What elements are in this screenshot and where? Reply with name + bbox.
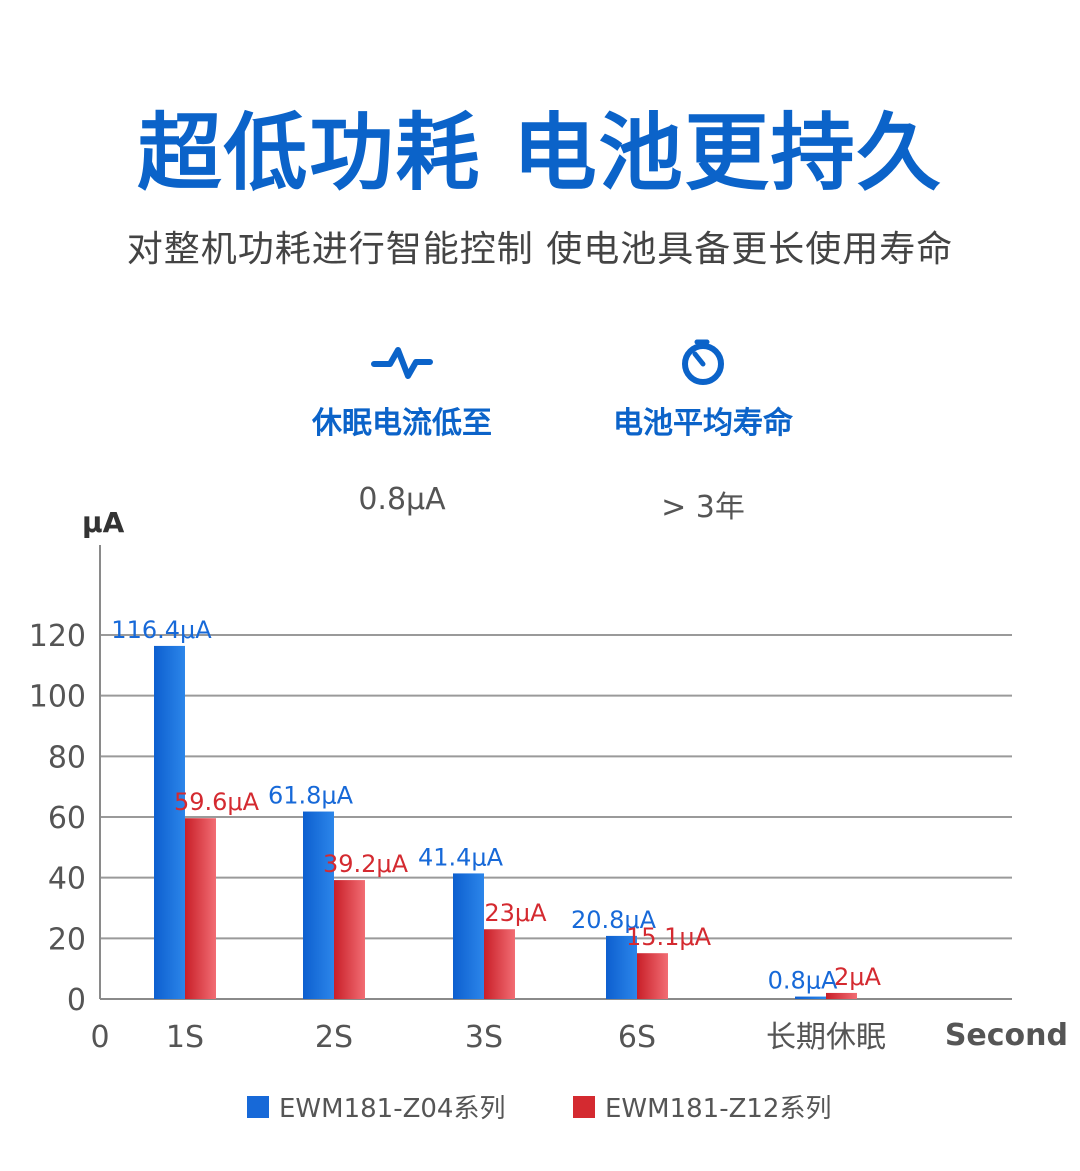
legend-item-series-1: EWM181-Z04系列 (247, 1088, 505, 1125)
y-tick-label: 20 (48, 922, 86, 957)
bar-z04-3 (606, 935, 637, 999)
bar-z04-2 (453, 873, 484, 999)
data-label: 59.6μA (174, 788, 260, 816)
feature-value: > 3年 (661, 490, 745, 525)
x-tick-label: 6S (618, 1020, 656, 1055)
data-label: 116.4μA (111, 616, 212, 644)
x-tick-label: 长期休眠 (766, 1020, 886, 1055)
x-axis-label: Second (945, 1018, 1068, 1053)
data-label: 23μA (484, 899, 547, 927)
y-tick-label: 100 (29, 680, 86, 715)
data-label: 0.8μA (768, 967, 838, 995)
data-label: 2μA (834, 963, 882, 991)
bar-z04-0 (154, 645, 185, 999)
data-label: 61.8μA (268, 782, 354, 810)
data-label: 39.2μA (323, 850, 409, 878)
bar-z12-4 (826, 992, 857, 999)
y-tick-label: 60 (48, 801, 86, 836)
bar-z12-0 (185, 818, 216, 999)
data-label: 41.4μA (418, 843, 504, 871)
bar-z12-2 (484, 929, 515, 999)
bar-chart: μA Second 0 0 20 40 60 80 100 120 116.4μA 59.6μ… (29, 506, 1068, 1055)
legend-swatch-blue (247, 1095, 269, 1118)
page-title: 超低功耗 电池更持久 (137, 104, 943, 202)
y-axis-label: μA (82, 506, 125, 539)
grid-lines (100, 634, 1012, 1000)
x-tick-label: 3S (465, 1020, 503, 1055)
feature-value: 0.8μA (358, 482, 446, 517)
bar-z12-1 (334, 880, 365, 999)
stopwatch-icon (553, 336, 853, 388)
pulse-wave-icon (252, 336, 552, 388)
x-origin-label: 0 (90, 1020, 109, 1055)
bar-z12-3 (637, 953, 668, 999)
y-tick-label: 0 (67, 983, 86, 1018)
legend-item-series-2: EWM181-Z12系列 (573, 1088, 831, 1125)
feature-label: 休眠电流低至 (312, 406, 492, 441)
data-label: 20.8μA (571, 906, 657, 934)
legend-swatch-red (573, 1095, 595, 1118)
legend-label: EWM181-Z12系列 (605, 1094, 832, 1124)
feature-sleep-current: 休眠电流低至 0.8μA (252, 336, 552, 517)
x-tick-label: 2S (315, 1020, 353, 1055)
feature-label: 电池平均寿命 (613, 406, 793, 441)
y-tick-label: 80 (48, 740, 86, 775)
data-label: 15.1μA (626, 923, 712, 951)
bar-z04-1 (303, 811, 334, 999)
feature-battery-life: 电池平均寿命 > 3年 (553, 336, 853, 526)
page-subtitle: 对整机功耗进行智能控制 使电池具备更长使用寿命 (126, 229, 954, 270)
y-tick-label: 120 (29, 619, 86, 654)
legend-label: EWM181-Z04系列 (279, 1094, 506, 1124)
y-tick-label: 40 (48, 862, 86, 897)
bar-z04-4 (795, 996, 826, 999)
x-tick-label: 1S (166, 1020, 204, 1055)
